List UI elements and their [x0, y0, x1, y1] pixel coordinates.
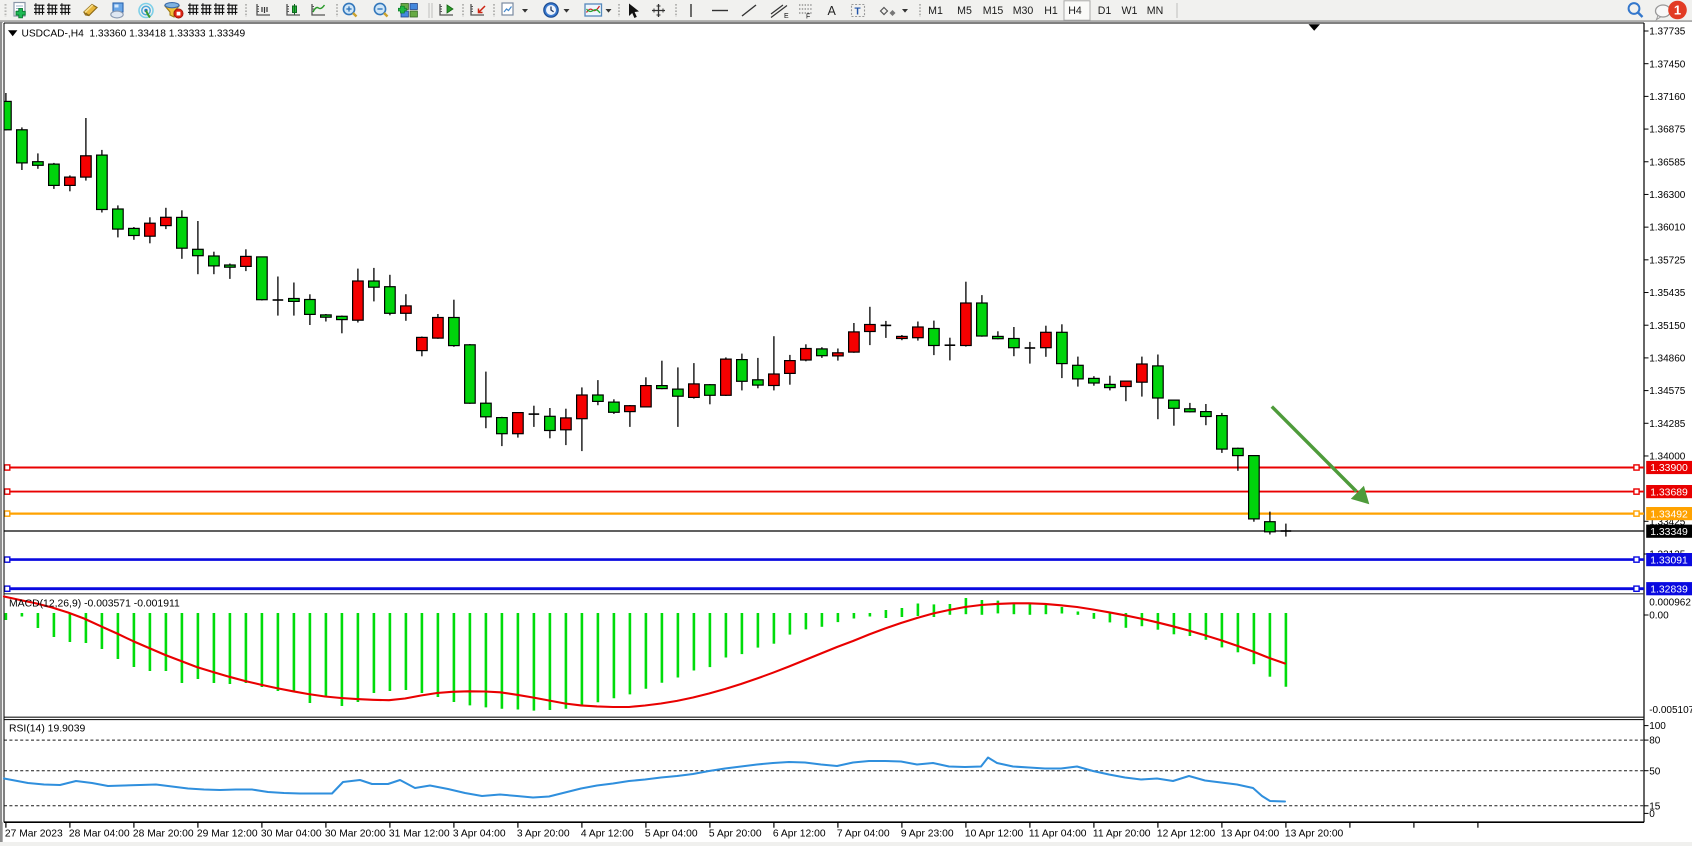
svg-text:1.34285: 1.34285	[1649, 419, 1686, 430]
svg-text:1.36010: 1.36010	[1649, 223, 1686, 234]
svg-text:3 Apr 20:00: 3 Apr 20:00	[517, 829, 570, 840]
svg-text:1.33425: 1.33425	[1649, 517, 1686, 528]
svg-text:-0.005107: -0.005107	[1649, 705, 1692, 716]
svg-text:1.36585: 1.36585	[1649, 157, 1686, 168]
svg-text:50: 50	[1649, 766, 1661, 777]
svg-text:15: 15	[1649, 801, 1661, 812]
svg-text:F: F	[806, 14, 810, 21]
svg-text:1.33900: 1.33900	[1650, 463, 1688, 474]
svg-text:USDCAD-,H4 1.33360 1.33418 1.: USDCAD-,H4 1.33360 1.33418 1.33333 1.333…	[22, 28, 246, 39]
svg-text:0.000962: 0.000962	[1649, 598, 1691, 609]
svg-text:13 Apr 04:00: 13 Apr 04:00	[1221, 829, 1280, 840]
svg-text:M5: M5	[957, 5, 972, 17]
svg-text:5 Apr 04:00: 5 Apr 04:00	[645, 829, 698, 840]
svg-text:1.37450: 1.37450	[1649, 59, 1686, 70]
svg-text:13 Apr 20:00: 13 Apr 20:00	[1285, 829, 1344, 840]
svg-text:1.34860: 1.34860	[1649, 354, 1686, 365]
svg-text:31 Mar 12:00: 31 Mar 12:00	[389, 829, 450, 840]
svg-text:28 Mar 20:00: 28 Mar 20:00	[133, 829, 194, 840]
svg-text:4 Apr 12:00: 4 Apr 12:00	[581, 829, 634, 840]
svg-text:29 Mar 12:00: 29 Mar 12:00	[197, 829, 258, 840]
svg-text:28 Mar 04:00: 28 Mar 04:00	[69, 829, 130, 840]
svg-text:MN: MN	[1147, 5, 1163, 17]
svg-text:M1: M1	[928, 5, 943, 17]
svg-text:100: 100	[1649, 721, 1666, 732]
svg-text:11 Apr 04:00: 11 Apr 04:00	[1029, 829, 1087, 840]
svg-text:12 Apr 12:00: 12 Apr 12:00	[1157, 829, 1216, 840]
svg-text:M30: M30	[1013, 5, 1034, 17]
svg-text:80: 80	[1649, 736, 1661, 747]
svg-text:1.36875: 1.36875	[1649, 125, 1686, 136]
svg-text:H1: H1	[1044, 5, 1058, 17]
svg-text:MACD(12,26,9) -0.003571 -0.001: MACD(12,26,9) -0.003571 -0.001911	[9, 599, 180, 610]
svg-text:T: T	[855, 7, 861, 18]
svg-text:10 Apr 12:00: 10 Apr 12:00	[965, 829, 1024, 840]
svg-text:1.34000: 1.34000	[1649, 452, 1686, 463]
svg-text:1.37735: 1.37735	[1649, 27, 1686, 38]
svg-text:6 Apr 12:00: 6 Apr 12:00	[773, 829, 826, 840]
svg-text:0: 0	[1649, 809, 1655, 820]
svg-text:0.00: 0.00	[1649, 611, 1669, 622]
svg-text:27 Mar 2023: 27 Mar 2023	[5, 829, 63, 840]
svg-text:1.33492: 1.33492	[1650, 509, 1688, 520]
svg-text:30 Mar 04:00: 30 Mar 04:00	[261, 829, 322, 840]
svg-text:M15: M15	[983, 5, 1004, 17]
svg-text:1: 1	[1674, 3, 1681, 18]
svg-text:7 Apr 04:00: 7 Apr 04:00	[837, 829, 890, 840]
svg-text:H4: H4	[1068, 5, 1082, 17]
svg-text:1.33689: 1.33689	[1650, 487, 1688, 498]
svg-text:A: A	[828, 4, 837, 18]
svg-text:5 Apr 20:00: 5 Apr 20:00	[709, 829, 762, 840]
svg-text:1.32839: 1.32839	[1650, 584, 1688, 595]
svg-text:1.34575: 1.34575	[1649, 386, 1686, 397]
svg-text:1.37160: 1.37160	[1649, 92, 1686, 103]
svg-text:D1: D1	[1098, 5, 1112, 17]
svg-text:RSI(14) 19.9039: RSI(14) 19.9039	[9, 724, 85, 735]
svg-text:1.35150: 1.35150	[1649, 321, 1686, 332]
svg-text:1.33349: 1.33349	[1650, 527, 1688, 538]
svg-text:9 Apr 23:00: 9 Apr 23:00	[901, 829, 954, 840]
svg-text:30 Mar 20:00: 30 Mar 20:00	[325, 829, 386, 840]
svg-text:1.35725: 1.35725	[1649, 255, 1686, 266]
svg-text:W1: W1	[1122, 5, 1138, 17]
svg-text:3 Apr 04:00: 3 Apr 04:00	[453, 829, 506, 840]
svg-text:11 Apr 20:00: 11 Apr 20:00	[1093, 829, 1151, 840]
svg-text:E: E	[784, 13, 789, 20]
svg-text:1.36300: 1.36300	[1649, 190, 1686, 201]
svg-text:1.33091: 1.33091	[1650, 555, 1688, 566]
svg-text:1.35435: 1.35435	[1649, 288, 1686, 299]
